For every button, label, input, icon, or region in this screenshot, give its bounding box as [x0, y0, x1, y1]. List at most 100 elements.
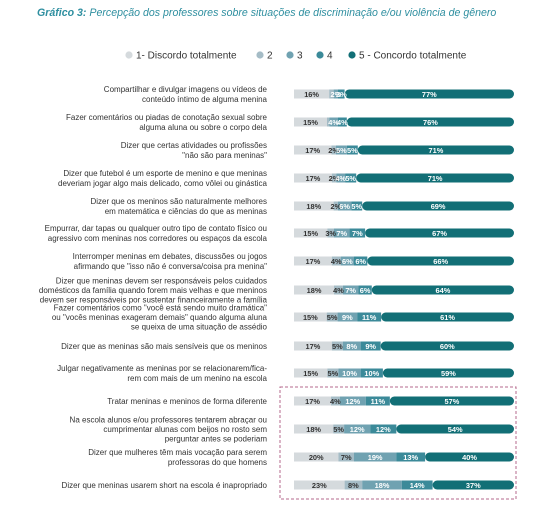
category-label-line: em matemática e ciências do que as menin…: [105, 207, 267, 216]
bar-segment-3: [342, 341, 361, 351]
category-label-line: Dizer que as meninas são mais sensíveis …: [61, 342, 267, 351]
data-label: 16%: [304, 90, 319, 99]
bar-segment-3: [334, 228, 350, 238]
bar-segment-4: [360, 341, 381, 351]
data-label: 17%: [305, 257, 320, 266]
category-label-line: Empurrar, dar tapas ou qualquer outro ti…: [45, 224, 267, 233]
data-label: 9%: [342, 313, 353, 322]
bar-segment-2: [331, 145, 336, 155]
bar-segment-5: [362, 201, 514, 211]
category-label-line: Dizer que meninas usarem short na escola…: [62, 481, 268, 490]
data-label: 7%: [345, 286, 356, 295]
bar-segment-3: [338, 368, 361, 378]
legend-marker-4: [316, 51, 324, 59]
data-label: 4%: [331, 257, 342, 266]
bar-segment-4: [365, 396, 390, 406]
bar-segment-4: [357, 312, 382, 322]
data-label: 5%: [345, 174, 356, 183]
bar-segment-1: [294, 396, 332, 406]
bar-segment-4: [345, 173, 357, 183]
legend-label-1: 1- Discordo totalmente: [136, 51, 237, 62]
bar-cap-left: [294, 201, 300, 211]
bar-segment-2: [344, 480, 363, 490]
data-label: 67%: [432, 229, 447, 238]
data-label: 4%: [330, 397, 341, 406]
data-label: 10%: [342, 369, 357, 378]
bar-cap-left: [294, 341, 300, 351]
bar-segment-4: [396, 452, 426, 462]
bar-segment-1: [294, 173, 332, 183]
bar-segment-3: [339, 396, 366, 406]
chart-title-prefix: Gráfico 3:: [37, 7, 87, 19]
bar-segment-4: [358, 285, 372, 295]
bar-segment-5: [432, 480, 514, 490]
chart-title: Gráfico 3: Percepção dos professores sob…: [37, 7, 537, 19]
category-label-line: professoras do que homens: [168, 458, 267, 467]
data-label: 37%: [466, 481, 481, 490]
bar-segment-4: [346, 145, 358, 155]
data-label: 13%: [403, 453, 418, 462]
bar-segment-1: [294, 145, 332, 155]
bar-segment-5: [365, 228, 514, 238]
data-label: 57%: [445, 397, 460, 406]
data-label: 3%: [336, 90, 347, 99]
category-label-line: se queixa de uma situação de assédio: [131, 323, 268, 332]
bar-segment-1: [294, 424, 334, 434]
category-label-line: Dizer que mulheres têm mais vocação para…: [88, 448, 267, 457]
data-label: 4%: [335, 174, 346, 183]
category-label-line: agressivo com meninas nos corredores ou …: [48, 234, 268, 243]
bar-cap-left: [294, 396, 300, 406]
bar-segment-1: [294, 480, 345, 490]
data-label: 69%: [431, 202, 446, 211]
data-label: 14%: [410, 481, 425, 490]
data-label: 6%: [360, 286, 371, 295]
bar-cap-left: [294, 312, 300, 322]
category-label: Fazer comentários ou piadas de conotação…: [66, 113, 268, 132]
data-label: 66%: [433, 257, 448, 266]
bar-segment-3: [362, 480, 402, 490]
bar-segment-4: [360, 368, 383, 378]
bar-segment-4: [338, 89, 345, 99]
category-label-line: Dizer que os meninos são naturalmente me…: [90, 197, 267, 206]
bar-segment-3: [340, 256, 354, 266]
bar-segment-5: [425, 452, 514, 462]
bar-segment-1: [294, 117, 327, 127]
data-label: 2%: [328, 146, 339, 155]
bar-segment-4: [351, 201, 363, 211]
bar-segment-5: [380, 341, 514, 351]
bar-segment-3: [344, 424, 371, 434]
bar-cap-left: [294, 89, 300, 99]
category-label-line: Tratar meninas e meninos de forma difere…: [107, 397, 267, 406]
data-label: 4%: [333, 286, 344, 295]
data-label: 12%: [350, 425, 365, 434]
bar-segment-5: [357, 145, 514, 155]
data-label: 6%: [342, 257, 353, 266]
bar-segment-1: [294, 256, 332, 266]
bar-segment-4: [338, 117, 347, 127]
bar-segment-5: [381, 312, 514, 322]
category-label-line: conteúdo íntimo de alguma menina: [142, 95, 268, 104]
bar-cap-left: [294, 480, 300, 490]
data-label: 71%: [429, 146, 444, 155]
bar-segment-5: [382, 368, 514, 378]
bar-cap-left: [294, 424, 300, 434]
data-label: 5%: [347, 146, 358, 155]
category-label-line: deveriam jogar algo mais delicado, como …: [58, 179, 268, 188]
bar-cap-left: [294, 285, 300, 295]
category-label-line: ou "vocês meninas exageram demais" quand…: [52, 313, 268, 322]
data-label: 5%: [327, 313, 338, 322]
data-label: 5%: [333, 425, 344, 434]
bar-segment-3: [354, 452, 397, 462]
bar-segment-1: [294, 341, 332, 351]
category-label-line: "não são para meninas": [182, 151, 267, 160]
category-label-line: Fazer comentários como "você está sendo …: [54, 303, 267, 312]
data-label: 7%: [341, 453, 352, 462]
data-label: 17%: [305, 174, 320, 183]
data-label: 76%: [423, 118, 438, 127]
data-label: 8%: [348, 481, 359, 490]
data-label: 5%: [328, 369, 339, 378]
bar-segment-4: [354, 256, 368, 266]
category-label-line: Fazer comentários ou piadas de conotação…: [66, 113, 268, 122]
category-label: Tratar meninas e meninos de forma difere…: [107, 397, 267, 406]
